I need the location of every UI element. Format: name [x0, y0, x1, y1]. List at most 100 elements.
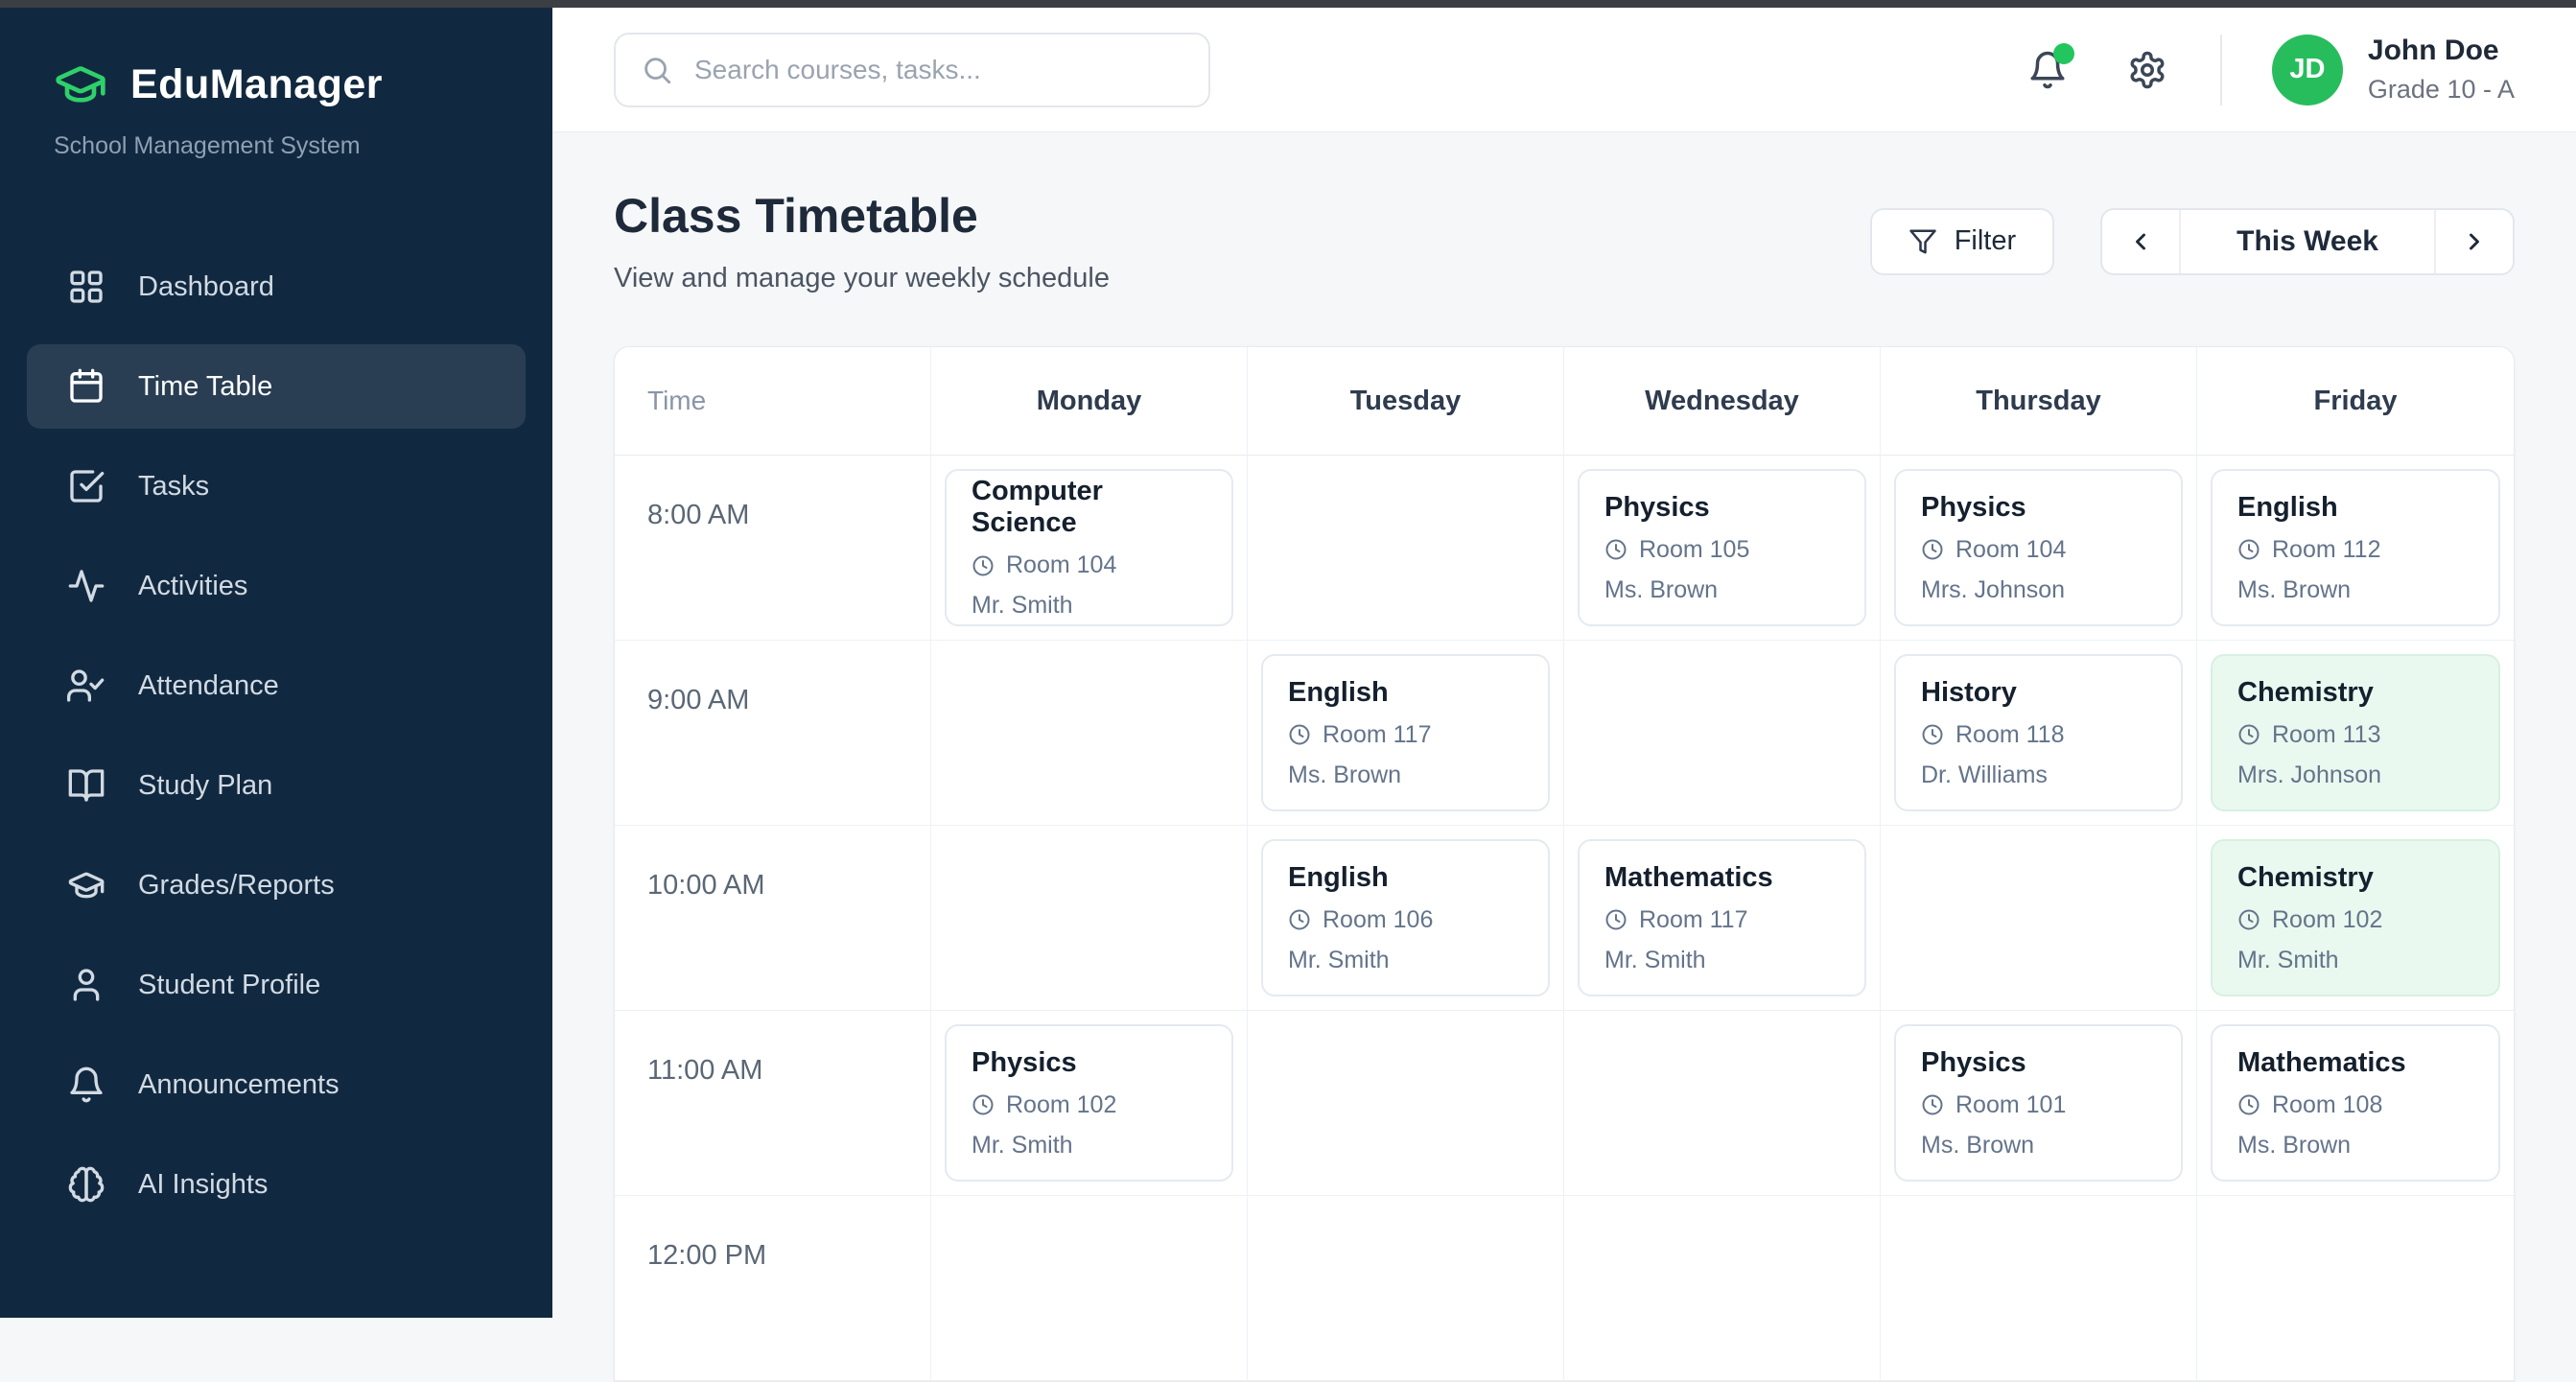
class-subject: Physics — [1921, 492, 2156, 524]
class-room: Room 117 — [1639, 906, 1748, 934]
settings-button[interactable] — [2124, 47, 2170, 93]
filter-button[interactable]: Filter — [1870, 208, 2054, 275]
sidebar-item-label: Study Plan — [138, 770, 272, 802]
class-room: Room 113 — [2272, 721, 2381, 749]
time-label: 8:00 AM — [615, 456, 931, 641]
app-title: EduManager — [130, 61, 383, 108]
browser-top-strip — [0, 0, 2576, 8]
class-room-row: Room 102 — [2237, 906, 2473, 934]
timetable-cell — [2197, 1196, 2514, 1381]
sidebar-item-student-profile[interactable]: Student Profile — [27, 943, 526, 1027]
brain-icon — [67, 1165, 105, 1204]
clock-icon — [1604, 908, 1628, 931]
class-teacher: Mr. Smith — [972, 592, 1206, 620]
timetable-cell — [1248, 1011, 1564, 1196]
class-room-row: Room 104 — [972, 551, 1206, 579]
column-header-time: Time — [615, 347, 931, 456]
sidebar-item-dashboard[interactable]: Dashboard — [27, 245, 526, 329]
class-room: Room 104 — [1955, 536, 2066, 564]
class-room: Room 117 — [1323, 721, 1432, 749]
class-subject: Computer Science — [972, 476, 1206, 539]
timetable-cell — [1248, 456, 1564, 641]
clock-icon — [2237, 538, 2260, 561]
timetable-cell — [1881, 826, 2197, 1011]
clock-icon — [1288, 908, 1311, 931]
time-label: 9:00 AM — [615, 641, 931, 826]
class-room-row: Room 101 — [1921, 1091, 2156, 1119]
sidebar-item-study-plan[interactable]: Study Plan — [27, 743, 526, 828]
class-teacher: Ms. Brown — [1604, 576, 1839, 604]
sidebar-item-grades-reports[interactable]: Grades/Reports — [27, 843, 526, 927]
class-teacher: Mr. Smith — [1288, 947, 1523, 974]
class-room-row: Room 118 — [1921, 721, 2156, 749]
column-header-thursday: Thursday — [1881, 347, 2197, 456]
search-input[interactable] — [694, 55, 1183, 85]
timetable-cell — [931, 1196, 1248, 1381]
class-card-chemistry[interactable]: Chemistry Room 113 Mrs. Johnson — [2211, 654, 2500, 811]
class-room: Room 118 — [1955, 721, 2065, 749]
class-subject: Chemistry — [2237, 677, 2473, 709]
attendance-icon — [67, 667, 105, 705]
clock-icon — [2237, 1093, 2260, 1116]
class-teacher: Mrs. Johnson — [2237, 761, 2473, 789]
sidebar-item-label: Grades/Reports — [138, 870, 335, 902]
class-room: Room 102 — [2272, 906, 2382, 934]
sidebar-item-announcements[interactable]: Announcements — [27, 1042, 526, 1127]
class-teacher: Mrs. Johnson — [1921, 576, 2156, 604]
sidebar-item-attendance[interactable]: Attendance — [27, 644, 526, 728]
sidebar-item-activities[interactable]: Activities — [27, 544, 526, 628]
dashboard-icon — [67, 268, 105, 306]
sidebar-item-label: Activities — [138, 571, 247, 602]
week-range-label[interactable]: This Week — [2179, 210, 2436, 273]
class-room: Room 105 — [1639, 536, 1749, 564]
previous-week-button[interactable] — [2102, 210, 2179, 273]
class-card-computer-science[interactable]: Computer Science Room 104 Mr. Smith — [945, 469, 1233, 626]
timetable-cell — [1564, 1196, 1881, 1381]
chevron-right-icon — [2461, 228, 2488, 255]
class-card-physics[interactable]: Physics Room 104 Mrs. Johnson — [1894, 469, 2183, 626]
main-content: Class Timetable View and manage your wee… — [552, 132, 2576, 1318]
sidebar-item-tasks[interactable]: Tasks — [27, 444, 526, 528]
sidebar-item-label: Dashboard — [138, 271, 274, 303]
timetable-cell — [1564, 641, 1881, 826]
search-box[interactable] — [614, 33, 1210, 107]
page-title: Class Timetable — [614, 188, 1110, 244]
calendar-icon — [67, 367, 105, 406]
sidebar-item-ai-insights[interactable]: AI Insights — [27, 1142, 526, 1227]
class-room-row: Room 113 — [2237, 721, 2473, 749]
sidebar-item-label: Announcements — [138, 1069, 340, 1101]
clock-icon — [1288, 723, 1311, 746]
logo-block: EduManager School Management System — [0, 8, 552, 160]
avatar[interactable]: JD — [2272, 35, 2343, 105]
notifications-button[interactable] — [2025, 47, 2071, 93]
class-room: Room 108 — [2272, 1091, 2382, 1119]
sidebar-item-label: Time Table — [138, 371, 272, 403]
column-header-tuesday: Tuesday — [1248, 347, 1564, 456]
class-room: Room 112 — [2272, 536, 2381, 564]
sidebar-item-time-table[interactable]: Time Table — [27, 344, 526, 429]
column-header-monday: Monday — [931, 347, 1248, 456]
clock-icon — [1921, 1093, 1944, 1116]
class-room-row: Room 108 — [2237, 1091, 2473, 1119]
timetable-cell: Computer Science Room 104 Mr. Smith — [931, 456, 1248, 641]
next-week-button[interactable] — [2436, 210, 2513, 273]
sidebar: EduManager School Management System Dash… — [0, 8, 552, 1318]
class-room: Room 106 — [1323, 906, 1433, 934]
